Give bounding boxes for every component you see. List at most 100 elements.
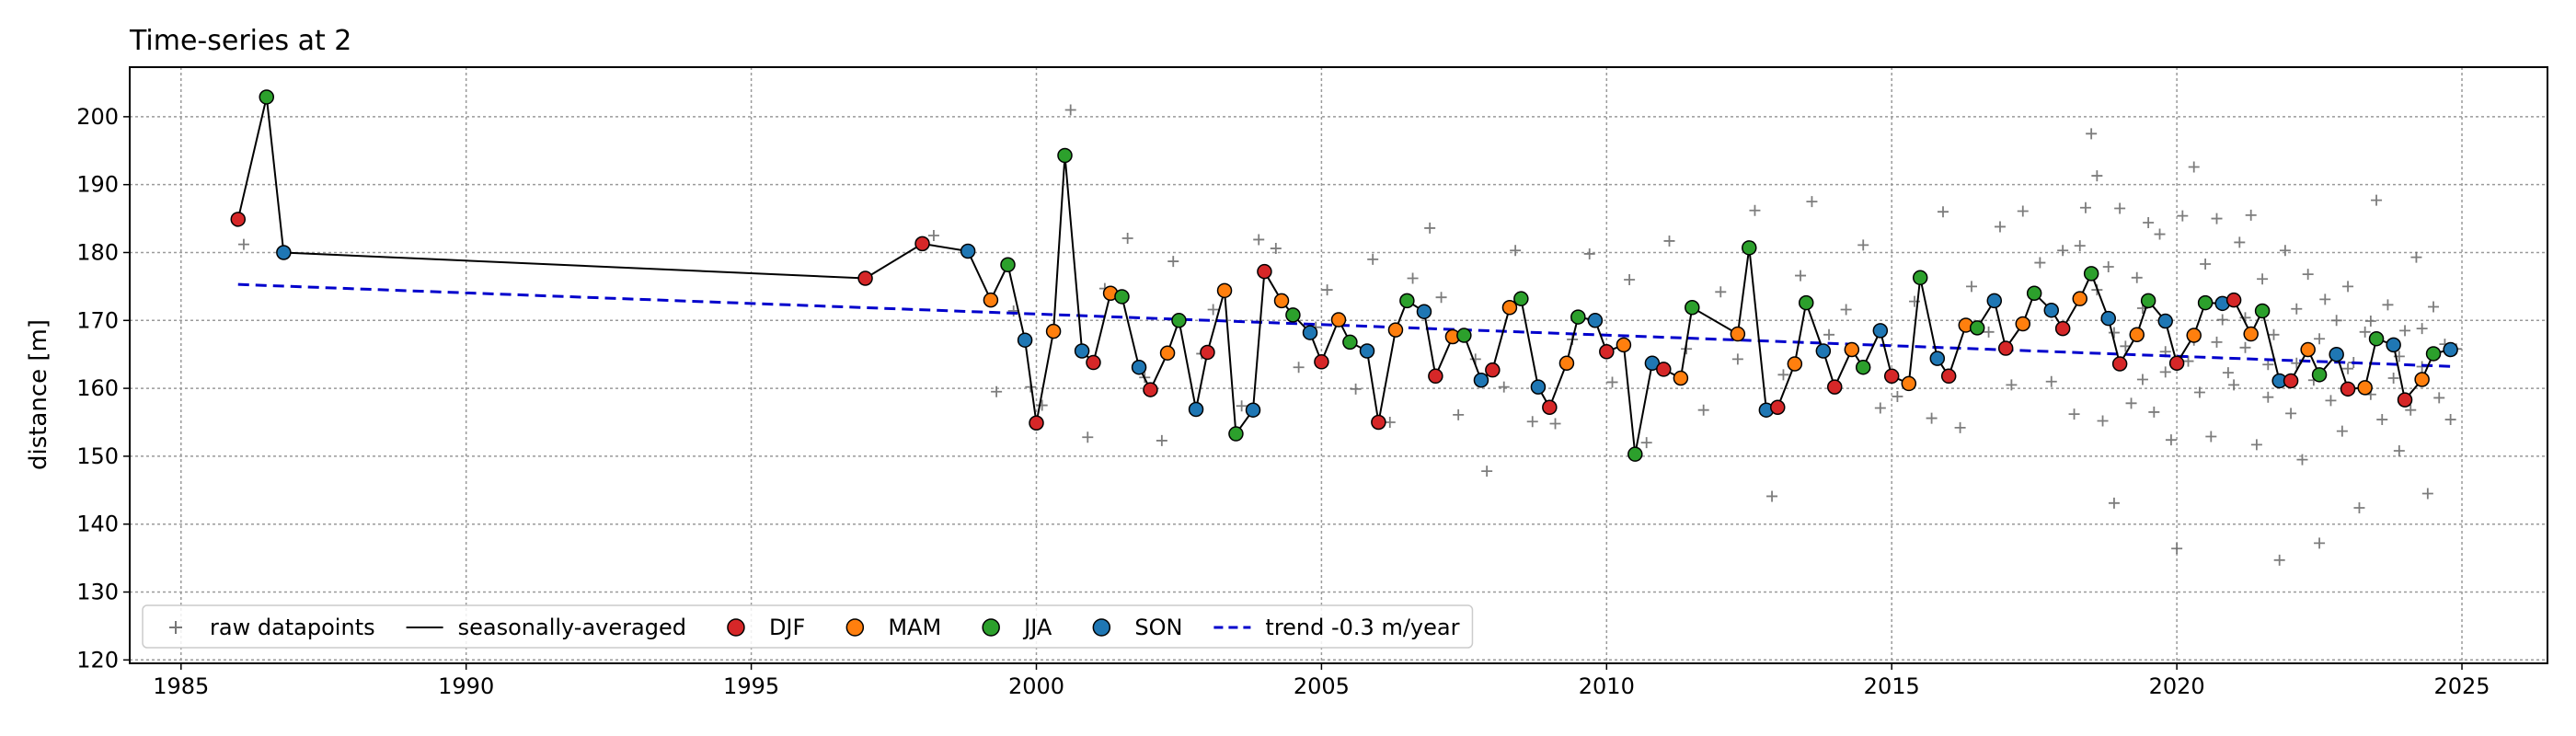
season-point-jja xyxy=(1057,147,1073,164)
season-point-son xyxy=(1359,343,1375,359)
season-point-jja xyxy=(2197,294,2214,311)
legend-item-seasonally-averaged: seasonally-averaged xyxy=(406,615,686,640)
raw-datapoint xyxy=(1938,206,1949,218)
legend-plus-marker xyxy=(169,621,182,634)
season-point-son xyxy=(1017,332,1033,348)
legend: raw datapoints seasonally-averaged DJF MAM J… xyxy=(142,604,1474,649)
season-point-djf xyxy=(1029,415,1044,431)
y-tick-label: 200 xyxy=(76,104,119,130)
season-point-mam xyxy=(2129,327,2145,343)
season-point-mam xyxy=(2015,316,2031,332)
raw-datapoint xyxy=(1624,274,1636,286)
season-point-son xyxy=(1872,323,1889,339)
legend-dot-marker xyxy=(727,618,745,637)
raw-datapoint xyxy=(2234,236,2246,248)
raw-datapoint xyxy=(1526,416,1538,428)
raw-datapoint xyxy=(1481,466,1493,477)
raw-datapoint xyxy=(2393,444,2405,456)
season-point-mam xyxy=(2072,291,2088,306)
legend-item-raw: raw datapoints xyxy=(169,615,375,640)
raw-datapoint xyxy=(2108,497,2120,509)
raw-datapoint xyxy=(1777,369,1789,381)
raw-datapoint xyxy=(237,238,249,250)
season-point-djf xyxy=(1314,354,1329,370)
season-point-son xyxy=(1416,304,1432,319)
season-point-djf xyxy=(2225,292,2242,308)
raw-datapoint xyxy=(2302,269,2314,281)
trend-layer xyxy=(237,282,2456,368)
legend-item-son: SON xyxy=(1092,615,1182,640)
season-point-jja xyxy=(2026,285,2042,302)
raw-datapoint xyxy=(1795,270,1807,282)
legend-label: DJF xyxy=(769,615,805,640)
legend-label: SON xyxy=(1134,615,1182,640)
season-point-mam xyxy=(1330,312,1347,328)
season-point-son xyxy=(1530,379,1547,395)
raw-datapoint xyxy=(1954,421,1966,433)
season-point-mam xyxy=(1216,282,1233,299)
axis-ticks: 1985 1990 1995 2000 2005 2010 2015 2020 2025 120 1… xyxy=(76,104,2490,699)
raw-datapoint xyxy=(2342,281,2354,293)
season-point-jja xyxy=(2311,367,2328,383)
raw-datapoint xyxy=(1874,402,1886,414)
raw-datapoint xyxy=(991,385,1003,397)
raw-datapoint xyxy=(2154,228,2166,240)
raw-datapoint xyxy=(2200,259,2212,270)
seasonally-averaged-line xyxy=(236,97,2451,454)
raw-datapoint xyxy=(2108,327,2120,339)
y-tick-label: 170 xyxy=(76,307,119,333)
season-point-djf xyxy=(1257,263,1272,280)
raw-datapoint xyxy=(2216,314,2228,326)
season-point-son xyxy=(960,243,976,259)
legend-label: raw datapoints xyxy=(210,615,375,640)
season-point-djf xyxy=(1371,414,1386,431)
raw-datapoint xyxy=(2353,501,2365,513)
season-point-jja xyxy=(1685,300,1700,316)
season-point-mam xyxy=(2243,326,2259,342)
raw-datapoint xyxy=(2114,202,2126,214)
raw-datapoint xyxy=(2444,414,2456,426)
raw-datapoint xyxy=(2291,303,2303,315)
y-tick-label: 180 xyxy=(76,239,119,265)
y-axis-label: distance [m] xyxy=(25,319,52,470)
raw-datapoint xyxy=(1207,304,1219,316)
raw-datapoint xyxy=(1749,204,1761,216)
season-point-jja xyxy=(2083,266,2099,282)
chart-title: Time-series at 2 xyxy=(129,25,351,57)
raw-datapoint xyxy=(2102,260,2114,272)
raw-datapoint xyxy=(2165,434,2177,446)
raw-datapoint xyxy=(1435,292,1447,304)
season-point-mam xyxy=(2357,380,2373,396)
raw-datapoint xyxy=(2148,406,2160,418)
season-point-son xyxy=(1302,325,1318,340)
raw-datapoint xyxy=(2097,415,2109,427)
season-point-djf xyxy=(2397,392,2413,408)
raw-datapoint xyxy=(2405,404,2417,416)
raw-datapoint xyxy=(2245,209,2257,221)
raw-datapoint xyxy=(2086,128,2098,140)
y-tick-label: 190 xyxy=(76,172,119,198)
raw-datapoint xyxy=(1857,239,1869,251)
legend-item-jja: JJA xyxy=(982,615,1052,640)
season-point-son xyxy=(1815,343,1832,359)
raw-datapoint xyxy=(2228,379,2240,391)
season-point-jja xyxy=(1228,426,1244,442)
season-point-mam xyxy=(1273,293,1290,309)
season-point-jja xyxy=(1742,240,1757,256)
x-tick-label: 1990 xyxy=(438,673,494,699)
raw-datapoint xyxy=(2177,210,2189,222)
season-point-jja xyxy=(1969,320,1985,336)
season-point-son xyxy=(1644,355,1661,372)
legend-dot-marker xyxy=(845,618,865,637)
raw-datapoint xyxy=(1715,286,1727,298)
raw-datapoint xyxy=(2034,257,2046,269)
season-point-djf xyxy=(1940,368,1957,385)
raw-datapoint xyxy=(2382,299,2394,311)
legend-dot-marker xyxy=(1092,618,1111,637)
raw-datapoint xyxy=(2314,333,2326,345)
raw-datapoint xyxy=(2239,341,2251,353)
raw-datapoint xyxy=(2074,240,2086,252)
season-point-djf xyxy=(1428,368,1443,385)
raw-datapoint xyxy=(2285,408,2297,420)
grid xyxy=(130,67,2547,663)
